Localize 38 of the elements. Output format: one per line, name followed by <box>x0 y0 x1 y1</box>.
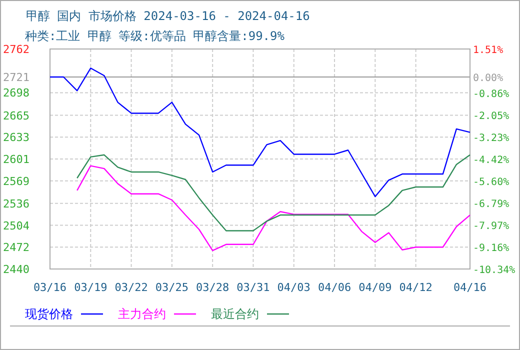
y-tick-label: 2665 <box>3 109 30 122</box>
x-tick-label: 04/03 <box>277 281 310 294</box>
y2-tick-label: -2.05% <box>473 111 510 122</box>
y2-tick-label: -4.42% <box>473 155 510 166</box>
x-tick-label: 03/19 <box>74 281 108 294</box>
chart-title: 甲醇 国内 市场价格 2024-03-16 - 2024-04-16 <box>26 9 310 23</box>
y-tick-label: 2472 <box>3 241 30 254</box>
y2-tick-label: 0.00% <box>473 73 504 84</box>
y-tick-label: 2721 <box>3 71 30 84</box>
y-tick-label: 2601 <box>3 153 30 166</box>
x-tick-label: 04/09 <box>358 281 392 294</box>
y2-tick-label: -9.16% <box>473 243 510 254</box>
y2-tick-label: -3.23% <box>473 133 510 144</box>
legend-label: 主力合约 <box>118 307 166 321</box>
x-tick-label: 03/22 <box>114 281 148 294</box>
y-tick-label: 2440 <box>3 263 30 276</box>
y2-tick-label: -7.97% <box>473 221 510 232</box>
y2-tick-label: -0.86% <box>473 89 510 100</box>
y2-tick-label: -6.79% <box>473 199 510 210</box>
x-tick-label: 03/28 <box>196 281 230 294</box>
y-tick-label: 2504 <box>3 219 30 232</box>
y2-tick-label: -5.60% <box>473 177 510 188</box>
x-tick-label: 03/16 <box>33 281 67 294</box>
x-tick-label: 03/25 <box>155 281 188 294</box>
x-tick-label: 03/31 <box>236 281 270 294</box>
y-tick-label: 2569 <box>3 174 30 188</box>
x-tick-label: 04/12 <box>399 281 432 294</box>
y-tick-label: 2536 <box>3 197 30 210</box>
chart-subtitle: 种类:工业 甲醇 等级:优等品 甲醇含量:99.9% <box>25 29 286 43</box>
y-tick-label: 2633 <box>3 131 30 144</box>
legend-label: 现货价格 <box>25 307 73 321</box>
x-tick-label: 04/16 <box>453 281 487 294</box>
y-tick-label: 2698 <box>3 86 30 100</box>
y-tick-label: 2762 <box>3 43 30 56</box>
legend-label: 最近合约 <box>211 307 259 321</box>
y2-tick-label: -10.34% <box>473 265 516 276</box>
y2-tick-label: 1.51% <box>473 45 504 56</box>
x-tick-label: 04/06 <box>318 281 352 294</box>
